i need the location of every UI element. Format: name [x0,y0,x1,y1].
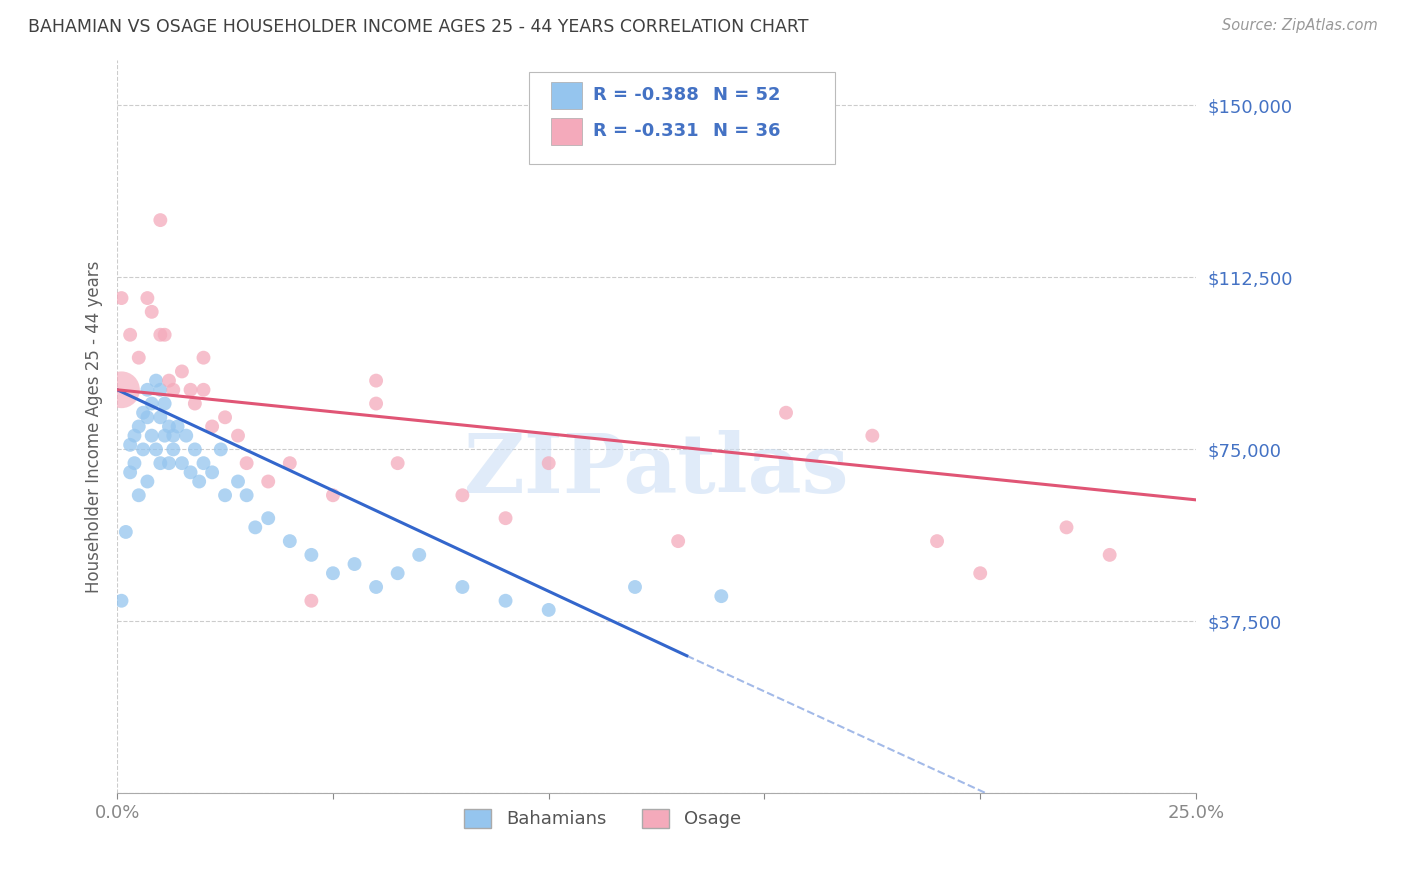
Point [153,396,176,410]
Point [193,351,215,365]
Point [149,410,172,425]
Point [145,374,167,388]
Point [364,374,387,388]
Point [387,456,409,470]
Point [128,488,150,502]
Point [860,428,883,442]
Point [322,566,344,581]
Point [235,488,257,502]
Point [214,488,236,502]
Point [624,580,647,594]
Point [149,213,172,227]
Point [145,442,167,457]
Point [226,428,249,442]
Point [278,534,301,549]
Point [322,488,344,502]
Text: R = -0.388: R = -0.388 [593,87,699,104]
Point [132,406,155,420]
Point [214,410,236,425]
Point [110,383,132,397]
Point [136,383,159,397]
Point [775,406,797,420]
Point [710,589,733,603]
Point [124,428,146,442]
Point [278,456,301,470]
Text: N = 52: N = 52 [713,87,780,104]
Point [925,534,948,549]
Point [387,566,409,581]
Point [124,456,146,470]
Point [1056,520,1078,534]
Point [188,475,211,489]
Point [162,383,184,397]
Point [120,327,142,342]
Point [257,475,280,489]
Point [166,419,188,434]
Point [180,466,202,480]
Point [141,428,163,442]
Point [157,374,180,388]
Point [162,428,184,442]
Point [149,327,172,342]
Point [128,419,150,434]
Point [209,442,232,457]
Legend: Bahamians, Osage: Bahamians, Osage [457,802,748,836]
Point [157,456,180,470]
Point [141,305,163,319]
Point [299,593,322,607]
Text: N = 36: N = 36 [713,122,780,140]
Point [451,580,474,594]
Point [136,410,159,425]
Point [136,475,159,489]
Point [1098,548,1121,562]
Point [136,291,159,305]
Point [120,466,142,480]
Point [110,291,132,305]
Point [537,456,560,470]
Point [149,383,172,397]
Point [170,364,193,378]
Point [193,383,215,397]
Point [201,419,224,434]
Text: R = -0.331: R = -0.331 [593,122,699,140]
Text: ZIPatlas: ZIPatlas [464,431,849,510]
Point [184,396,207,410]
Point [201,466,224,480]
Point [495,593,517,607]
Point [120,438,142,452]
Point [157,419,180,434]
Point [132,442,155,457]
Point [343,557,366,571]
Point [245,520,267,534]
Point [170,456,193,470]
Point [114,524,136,539]
Point [153,428,176,442]
Point [162,442,184,457]
Point [226,475,249,489]
Point [141,396,163,410]
Point [495,511,517,525]
Point [299,548,322,562]
Y-axis label: Householder Income Ages 25 - 44 years: Householder Income Ages 25 - 44 years [86,260,103,592]
Point [110,593,132,607]
Point [193,456,215,470]
Point [408,548,430,562]
Point [174,428,197,442]
Point [364,580,387,594]
Point [149,456,172,470]
Point [128,351,150,365]
Point [364,396,387,410]
Point [180,383,202,397]
Point [235,456,257,470]
Point [257,511,280,525]
Point [537,603,560,617]
Point [666,534,689,549]
Text: Source: ZipAtlas.com: Source: ZipAtlas.com [1222,18,1378,33]
Point [451,488,474,502]
Point [184,442,207,457]
Point [153,327,176,342]
Point [969,566,991,581]
Text: BAHAMIAN VS OSAGE HOUSEHOLDER INCOME AGES 25 - 44 YEARS CORRELATION CHART: BAHAMIAN VS OSAGE HOUSEHOLDER INCOME AGE… [28,18,808,36]
